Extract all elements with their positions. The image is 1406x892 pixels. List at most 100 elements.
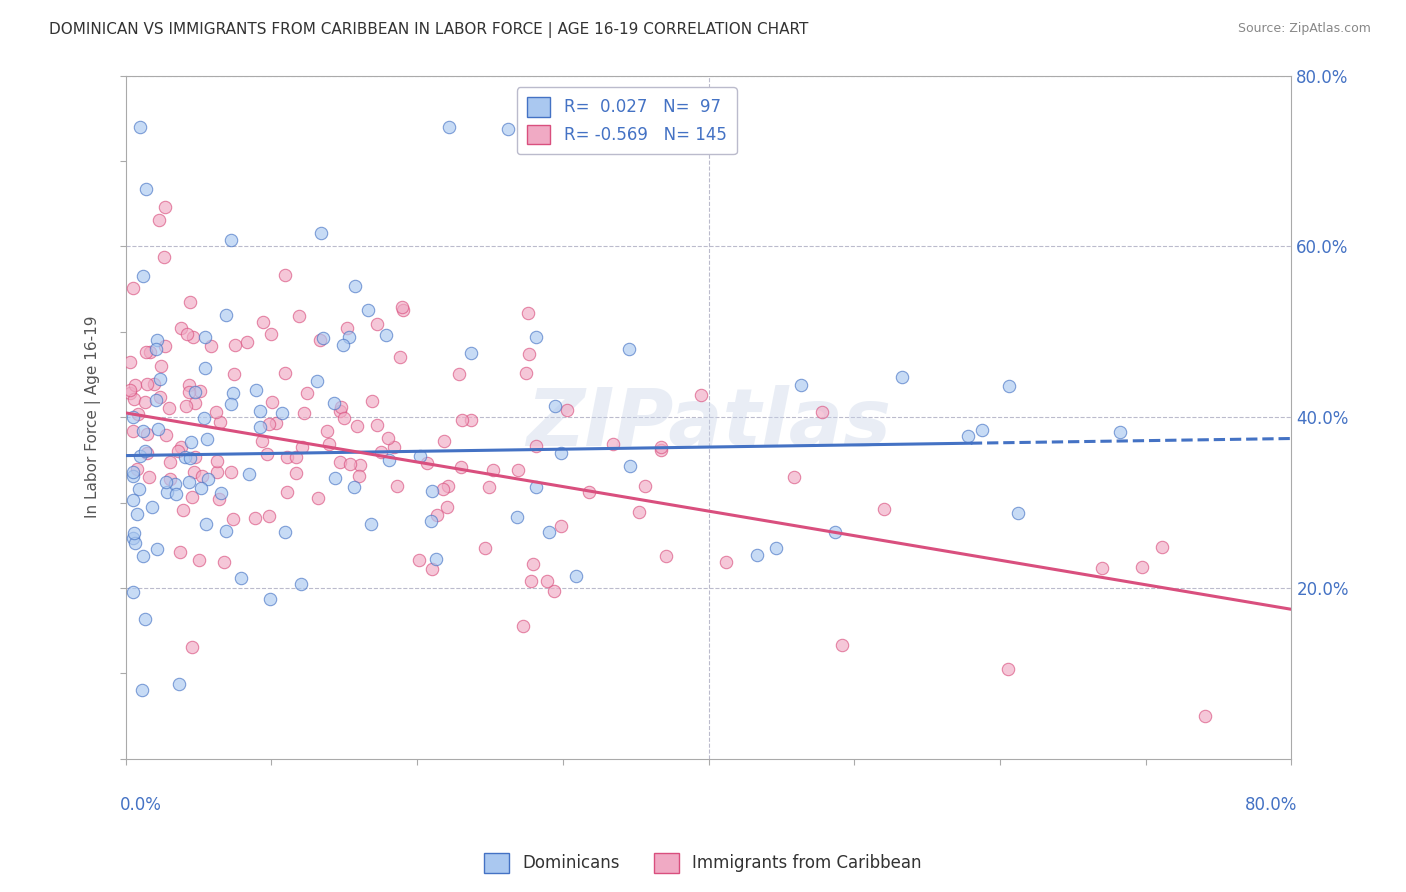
Point [249,403,271,417]
Text: 80.0%: 80.0% [1244,797,1298,814]
Point [142,377,165,392]
Point [135,377,157,392]
Point [197,432,219,446]
Point [193,411,215,425]
Point [120,383,142,397]
Point [307,374,329,388]
Point [252,315,274,329]
Point [634,479,657,493]
Point [1007,506,1029,520]
Point [329,455,352,469]
Point [460,413,482,427]
Point [224,338,246,352]
Point [146,334,169,348]
Point [292,406,315,420]
Point [524,480,547,494]
Point [125,462,148,476]
Point [602,437,624,451]
Y-axis label: In Labor Force | Age 16-19: In Labor Force | Age 16-19 [86,316,101,518]
Point [148,421,170,435]
Point [307,491,329,505]
Point [165,476,187,491]
Point [188,553,211,567]
Point [122,465,145,479]
Point [349,458,371,472]
Point [209,486,232,500]
Point [361,393,384,408]
Point [149,390,172,404]
Point [222,367,245,381]
Point [274,268,297,282]
Point [249,420,271,434]
Point [208,492,231,507]
Point [377,431,399,445]
Point [122,392,145,407]
Point [344,279,367,293]
Point [538,524,561,539]
Point [190,481,212,495]
Point [544,399,567,413]
Point [515,366,537,380]
Point [336,320,359,334]
Point [209,415,232,429]
Point [436,500,458,514]
Point [288,310,311,324]
Legend: R=  0.027   N=  97, R= -0.569   N= 145: R= 0.027 N= 97, R= -0.569 N= 145 [517,87,737,154]
Point [122,410,145,425]
Point [811,405,834,419]
Point [180,640,202,654]
Point [550,519,572,533]
Point [524,439,547,453]
Point [382,440,405,454]
Point [260,327,283,342]
Point [276,485,298,500]
Point [290,576,312,591]
Point [1091,561,1114,575]
Point [176,326,198,341]
Point [617,342,640,356]
Point [520,574,543,589]
Point [181,330,204,344]
Point [360,516,382,531]
Point [274,366,297,380]
Point [392,302,415,317]
Point [790,378,813,392]
Point [157,401,180,415]
Point [179,450,201,465]
Point [460,345,482,359]
Point [972,423,994,437]
Point [167,677,190,691]
Point [153,339,176,353]
Point [194,361,217,376]
Point [252,434,274,448]
Point [219,465,242,479]
Point [425,552,447,566]
Point [374,328,396,343]
Point [135,182,157,196]
Point [169,545,191,559]
Point [831,639,853,653]
Point [205,405,228,419]
Point [194,330,217,344]
Point [270,406,292,420]
Point [205,454,228,468]
Point [131,683,153,698]
Point [450,460,472,475]
Point [165,487,187,501]
Point [370,445,392,459]
Point [276,450,298,464]
Point [136,445,159,459]
Point [437,478,460,492]
Point [716,555,738,569]
Point [432,434,454,448]
Point [125,507,148,521]
Point [512,619,534,633]
Point [152,250,174,264]
Point [229,571,252,585]
Point [184,396,207,410]
Point [337,329,360,343]
Point [420,484,443,499]
Point [1152,540,1174,554]
Legend: Dominicans, Immigrants from Caribbean: Dominicans, Immigrants from Caribbean [478,847,928,880]
Point [122,469,145,483]
